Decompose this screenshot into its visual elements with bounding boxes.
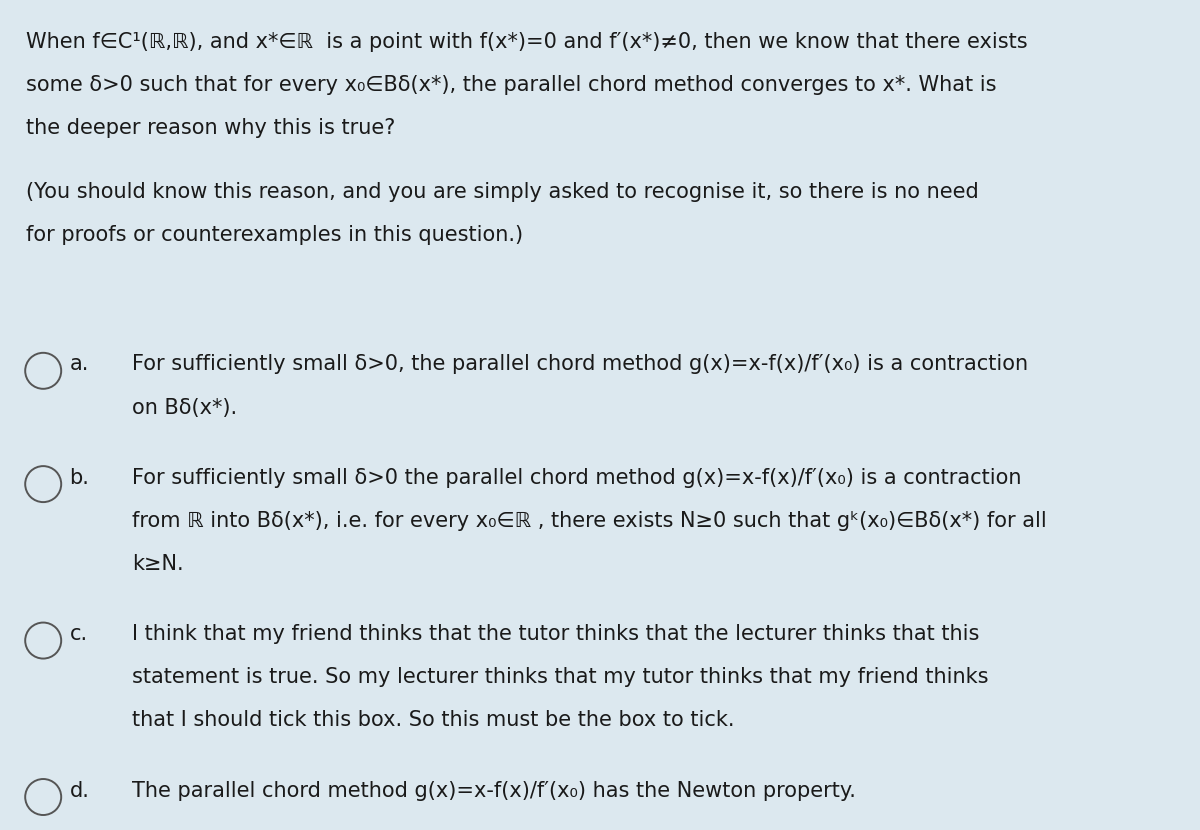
Text: (You should know this reason, and you are simply asked to recognise it, so there: (You should know this reason, and you ar… (26, 182, 979, 202)
Text: that I should tick this box. So this must be the box to tick.: that I should tick this box. So this mus… (132, 710, 734, 730)
Text: I think that my friend thinks that the tutor thinks that the lecturer thinks tha: I think that my friend thinks that the t… (132, 624, 979, 644)
Text: for proofs or counterexamples in this question.): for proofs or counterexamples in this qu… (26, 225, 523, 245)
Text: d.: d. (70, 781, 90, 801)
Text: The parallel chord method g(x)=x-f(x)/f′(x₀) has the Newton property.: The parallel chord method g(x)=x-f(x)/f′… (132, 781, 856, 801)
Text: some δ>0 such that for every x₀∈Bδ(x*), the parallel chord method converges to x: some δ>0 such that for every x₀∈Bδ(x*), … (26, 75, 997, 95)
Text: statement is true. So my lecturer thinks that my tutor thinks that my friend thi: statement is true. So my lecturer thinks… (132, 667, 989, 687)
Text: For sufficiently small δ>0, the parallel chord method g(x)=x-f(x)/f′(x₀) is a co: For sufficiently small δ>0, the parallel… (132, 354, 1028, 374)
Text: For sufficiently small δ>0 the parallel chord method g(x)=x-f(x)/f′(x₀) is a con: For sufficiently small δ>0 the parallel … (132, 468, 1021, 488)
Text: k≥N.: k≥N. (132, 554, 184, 574)
Text: on Bδ(x*).: on Bδ(x*). (132, 398, 238, 417)
Text: c.: c. (70, 624, 88, 644)
Text: a.: a. (70, 354, 89, 374)
Text: the deeper reason why this is true?: the deeper reason why this is true? (26, 118, 396, 138)
Text: b.: b. (70, 468, 90, 488)
Text: When f∈C¹(ℝ,ℝ), and x*∈ℝ  is a point with f(x*)=0 and f′(x*)≠0, then we know tha: When f∈C¹(ℝ,ℝ), and x*∈ℝ is a point with… (26, 32, 1028, 51)
Text: from ℝ into Bδ(x*), i.e. for every x₀∈ℝ , there exists N≥0 such that gᵏ(x₀)∈Bδ(x: from ℝ into Bδ(x*), i.e. for every x₀∈ℝ … (132, 511, 1046, 531)
